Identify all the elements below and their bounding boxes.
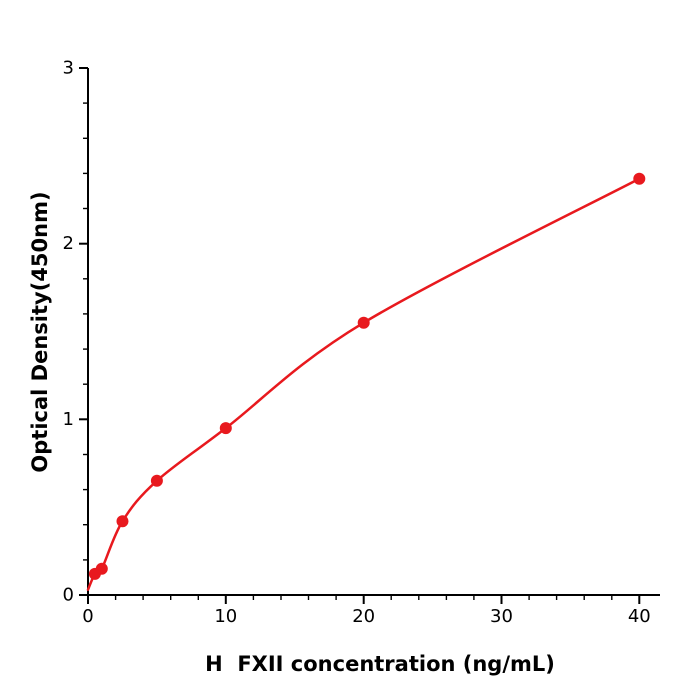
y-tick-label: 1 [63,409,74,430]
x-tick-label: 0 [82,606,93,627]
x-tick-label: 40 [628,606,651,627]
data-point [150,474,163,487]
y-tick-label: 3 [63,58,74,79]
y-tick-label: 0 [63,585,74,606]
data-point [116,515,129,528]
x-tick-label: 20 [352,606,375,627]
x-tick-label: 10 [214,606,237,627]
y-tick-label: 2 [63,233,74,254]
data-point [95,562,108,575]
x-axis-label: H FXII concentration (ng/mL) [205,652,555,676]
fit-curve [86,177,641,591]
data-point [219,422,232,435]
data-point [357,316,370,329]
y-axis-label: Optical Density(450nm) [28,191,52,473]
data-point [633,172,646,185]
x-tick-label: 30 [490,606,513,627]
